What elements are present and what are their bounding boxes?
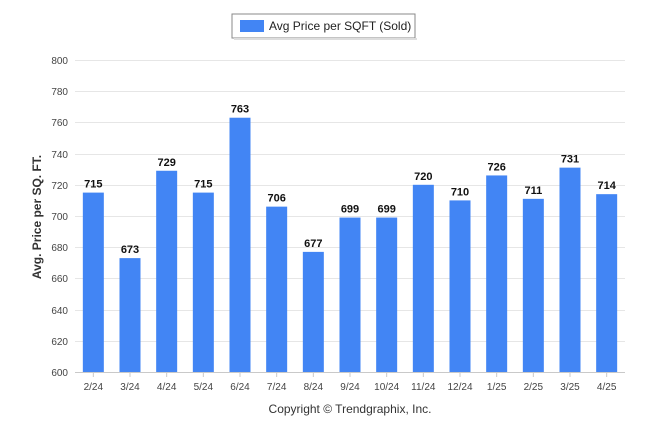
y-tick-label: 620 — [51, 337, 68, 348]
bar[interactable] — [302, 251, 324, 372]
y-axis-title: Avg. Price per SQ. FT. — [30, 155, 44, 279]
bar-value-label: 673 — [121, 244, 139, 256]
copyright-credit: Copyright © Trendgraphix, Inc. — [269, 402, 432, 416]
legend-series-name: Avg Price per SQFT (Sold) — [269, 19, 411, 33]
bar-value-label: 726 — [487, 161, 505, 173]
bar[interactable] — [192, 192, 214, 372]
bar[interactable] — [229, 117, 251, 372]
x-tick-label: 6/24 — [230, 382, 250, 393]
x-tick-label: 7/24 — [267, 382, 287, 393]
bars — [82, 117, 618, 372]
x-tick-label: 8/24 — [304, 382, 324, 393]
legend-swatch — [240, 20, 264, 32]
bar-value-label: 763 — [231, 104, 249, 116]
bar-value-label: 699 — [377, 204, 395, 216]
bar-value-label: 677 — [304, 238, 322, 250]
bar[interactable] — [156, 170, 178, 372]
x-tick-label: 2/24 — [84, 382, 104, 393]
y-tick-label: 640 — [51, 306, 68, 317]
x-tick-label: 5/24 — [194, 382, 214, 393]
y-axis-ticks: 600 620 640 660 680 700 720 740 760 780 800 — [51, 56, 68, 379]
bar-value-label: 731 — [561, 154, 579, 166]
y-tick-label: 680 — [51, 243, 68, 254]
x-tick-label: 3/25 — [560, 382, 580, 393]
x-tick-label: 12/24 — [447, 382, 472, 393]
bar[interactable] — [522, 198, 544, 372]
bar-value-label: 714 — [597, 180, 616, 192]
bar-value-label: 715 — [194, 179, 212, 191]
y-tick-label: 800 — [51, 56, 68, 67]
x-tick-label: 10/24 — [374, 382, 399, 393]
x-tick-label: 1/25 — [487, 382, 507, 393]
bar-value-label: 711 — [524, 185, 542, 197]
x-tick-label: 11/24 — [411, 382, 436, 393]
bar-value-label: 706 — [267, 193, 285, 205]
bar-value-label: 699 — [341, 204, 359, 216]
bar[interactable] — [559, 167, 581, 372]
bar-value-label: 729 — [157, 157, 175, 169]
y-tick-label: 780 — [51, 87, 68, 98]
bar-value-label: 715 — [84, 179, 102, 191]
x-tick-label: 2/25 — [524, 382, 544, 393]
bar-value-label: 720 — [414, 171, 432, 183]
bar[interactable] — [486, 175, 508, 372]
bar[interactable] — [82, 192, 104, 372]
y-tick-label: 740 — [51, 150, 68, 161]
bar[interactable] — [266, 206, 288, 372]
y-tick-label: 720 — [51, 181, 68, 192]
bar[interactable] — [412, 184, 434, 372]
y-tick-label: 760 — [51, 118, 68, 129]
bar[interactable] — [119, 258, 141, 372]
x-tick-label: 4/24 — [157, 382, 177, 393]
x-axis-ticks: 2/24 3/24 4/24 5/24 6/24 7/24 8/24 9/24 10/24 11/… — [84, 372, 617, 393]
y-tick-label: 600 — [51, 368, 68, 379]
y-tick-label: 660 — [51, 274, 68, 285]
legend[interactable]: Avg Price per SQFT (Sold) — [231, 13, 417, 40]
x-tick-label: 9/24 — [340, 382, 360, 393]
y-tick-label: 700 — [51, 212, 68, 223]
bar[interactable] — [339, 217, 361, 372]
x-tick-label: 3/24 — [120, 382, 140, 393]
bar[interactable] — [376, 217, 398, 372]
bar[interactable] — [596, 194, 618, 372]
bar[interactable] — [449, 200, 471, 372]
x-tick-label: 4/25 — [597, 382, 617, 393]
data-labels: 715 673 729 715 763 706 677 699 699 720 710 726 711 7… — [84, 104, 617, 256]
legend-box-shadow — [234, 38, 417, 40]
bar-value-label: 710 — [451, 186, 469, 198]
